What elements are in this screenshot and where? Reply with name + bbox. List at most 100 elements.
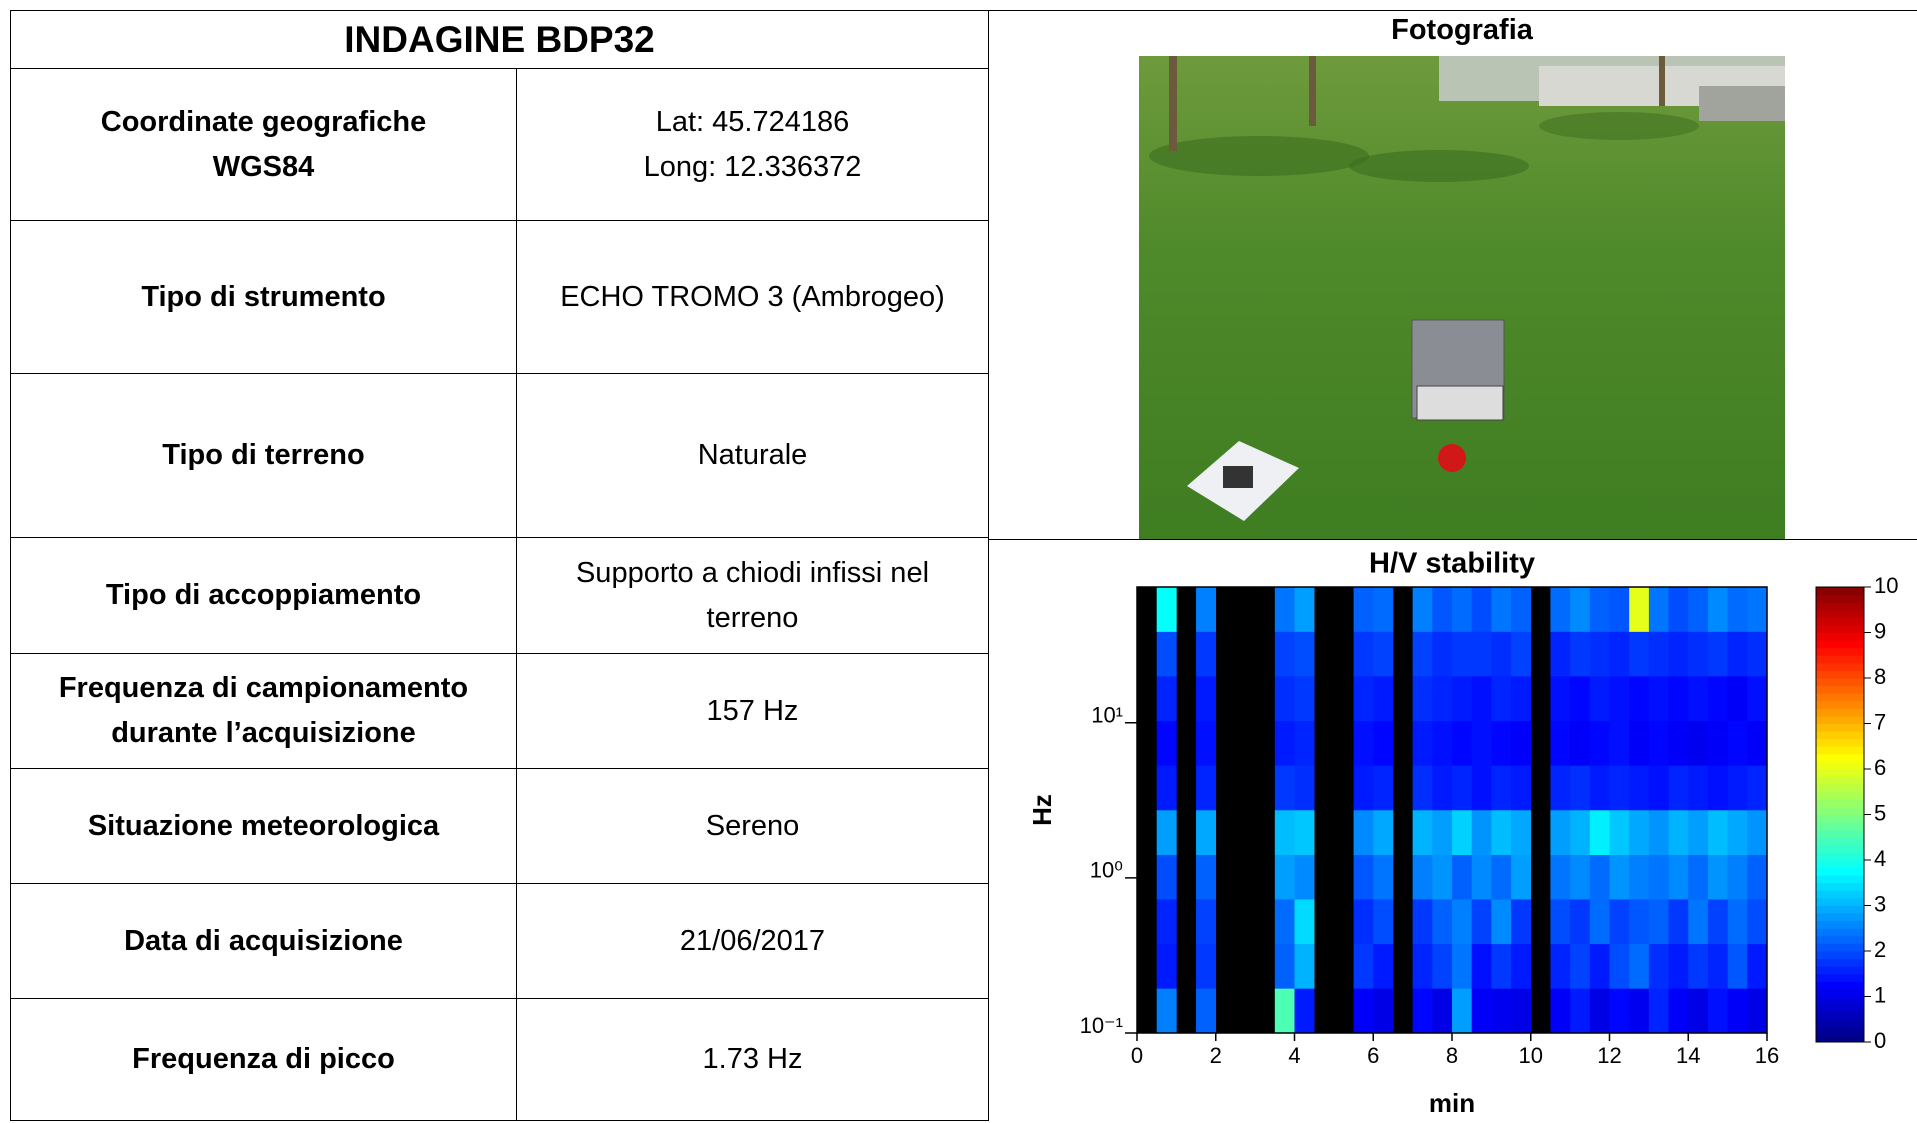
heat-cell [1471,631,1492,677]
heat-cell [1589,899,1610,945]
heat-cell [1156,988,1177,1034]
heat-cell [1707,809,1728,856]
heat-cell [1707,988,1728,1034]
heat-cell [1550,943,1571,989]
label-cell: Frequenza di picco [10,998,517,1121]
heat-cell [1727,899,1748,945]
heat-cell [1727,988,1748,1034]
heat-cell [1589,720,1610,766]
heat-cell [1491,899,1512,945]
cell-line: Tipo di accoppiamento [105,579,422,611]
heat-cell [1196,899,1217,945]
heat-cell [1707,943,1728,989]
colorbar-strip [1816,738,1864,747]
heat-cell [1432,988,1453,1034]
cell-line: Naturale [697,439,808,471]
heat-cell [1294,765,1315,811]
heat-cell [1294,631,1315,677]
cell-line: 1.73 Hz [702,1043,803,1075]
heat-cell [1629,631,1650,677]
heat-cell [1629,899,1650,945]
colorbar-strip [1816,867,1864,876]
heat-cell [1274,587,1295,632]
heat-cell [1491,854,1512,900]
heat-cell [1688,765,1709,811]
heat-cell [1471,765,1492,811]
photo [1139,56,1785,539]
heat-cell [1274,809,1295,856]
cell-line: Frequenza di picco [132,1043,395,1075]
heat-cell [1727,587,1748,632]
heat-cell [1511,765,1532,811]
colorbar-strip [1816,594,1864,603]
heat-cell [1353,676,1374,722]
heat-cell [1668,854,1689,900]
heat-cell [1373,765,1394,811]
heat-cell [1274,631,1295,677]
heat-cell [1707,676,1728,722]
heat-cell [1747,943,1768,989]
colorbar-tick-label: 1 [1874,982,1886,1007]
heat-cell [1589,943,1610,989]
heat-cell [1747,720,1768,766]
value-cell: Supporto a chiodi infissi nel terreno [516,537,989,654]
heat-cell [1452,854,1472,900]
heat-cell [1570,988,1591,1034]
heat-cell [1688,943,1709,989]
heat-cell [1550,587,1571,632]
heat-cell [1452,765,1472,811]
heat-cell [1648,943,1669,989]
heat-cell [1156,720,1177,766]
heat-cell [1668,676,1689,722]
heat-cell [1589,631,1610,677]
heat-cell [1353,720,1374,766]
colorbar-strip [1816,860,1864,869]
heat-cell [1550,854,1571,900]
heat-cell [1668,720,1689,766]
colorbar-strip [1816,1034,1864,1043]
cell-line: Frequenza di campionamento [58,672,469,704]
heat-cell [1373,854,1394,900]
colorbar-strip [1816,897,1864,906]
heat-cell [1570,587,1591,632]
heat-cell [1373,720,1394,766]
heat-cell [1353,765,1374,811]
heat-cell [1491,676,1512,722]
info-table: INDAGINE BDP32 Coordinate geografiche WGS8… [10,10,989,1121]
heat-cell [1688,631,1709,677]
colorbar-strip [1816,890,1864,899]
heat-cell [1274,854,1295,900]
colorbar-strip [1816,715,1864,724]
heat-cell [1353,943,1374,989]
colorbar-strip [1816,587,1864,596]
heat-cell [1432,899,1453,945]
colorbar-strip [1816,769,1864,778]
y-tick-label: 10⁰ [1090,858,1123,883]
heat-cell [1570,943,1591,989]
heat-cell [1373,988,1394,1034]
heat-cell [1412,988,1433,1034]
heat-cell [1156,899,1177,945]
heat-cell [1688,988,1709,1034]
heat-cell [1707,854,1728,900]
heat-cell [1688,587,1709,632]
heat-cell [1491,943,1512,989]
x-tick-label: 0 [1131,1043,1143,1068]
heat-cell [1432,676,1453,722]
heat-cell [1747,631,1768,677]
heat-cell [1570,809,1591,856]
heat-cell [1294,988,1315,1034]
heat-cell [1274,765,1295,811]
heat-cell [1609,854,1630,900]
heat-cell [1412,765,1433,811]
heat-cell [1550,720,1571,766]
heat-cell [1688,720,1709,766]
colorbar-tick-label: 5 [1874,800,1886,825]
heat-cell [1294,854,1315,900]
heat-cell [1491,809,1512,856]
colorbar-strip [1816,958,1864,967]
table-row: Coordinate geografiche WGS84 Lat: 45.72418… [10,68,989,221]
colorbar-strip [1816,655,1864,664]
heat-cell [1727,809,1748,856]
